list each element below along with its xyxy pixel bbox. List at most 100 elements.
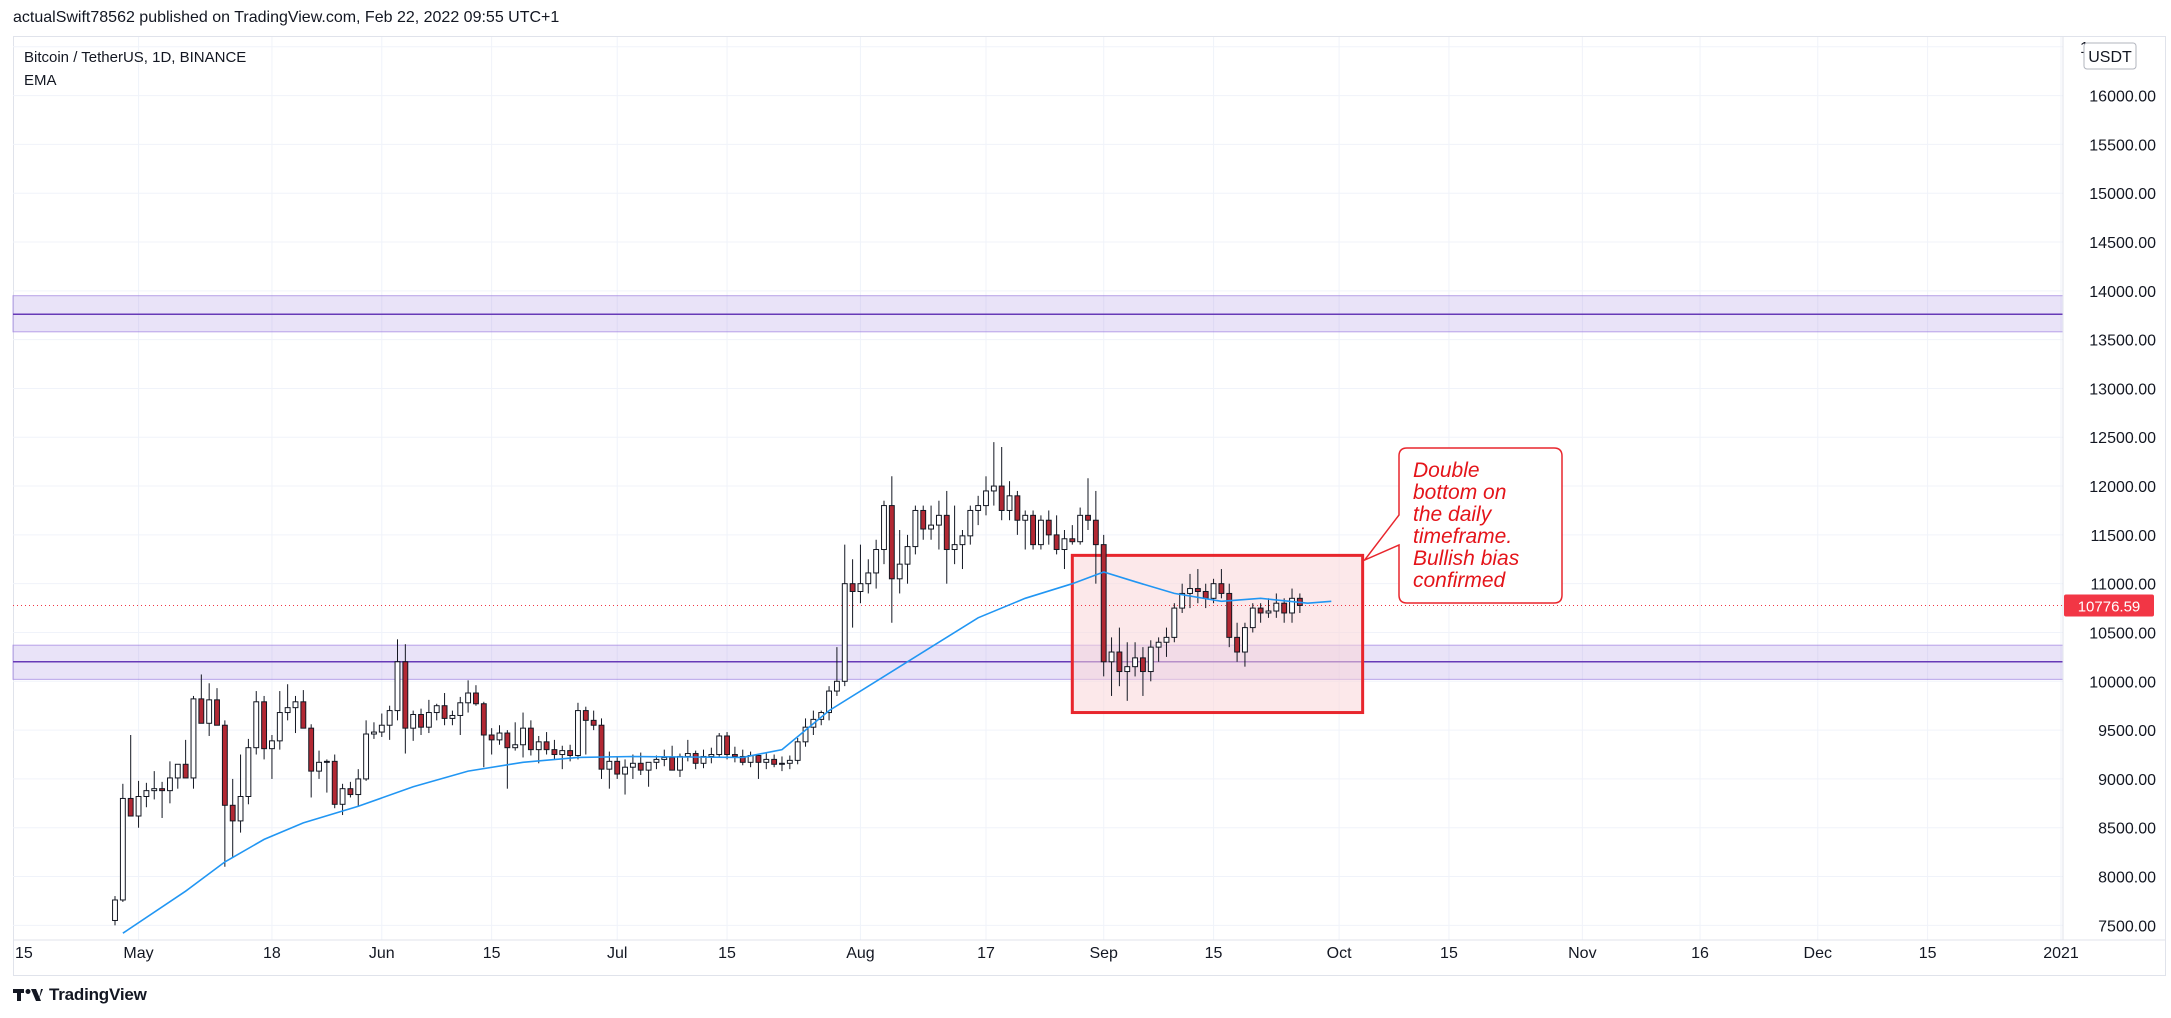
candle[interactable] [245, 747, 252, 797]
candle[interactable] [1124, 666, 1131, 673]
candle[interactable] [527, 727, 534, 751]
candle[interactable] [433, 705, 440, 714]
candle[interactable] [347, 788, 354, 796]
candle[interactable] [394, 661, 401, 712]
candle[interactable] [1053, 534, 1060, 551]
candle[interactable] [590, 719, 597, 726]
candle[interactable] [873, 549, 880, 574]
candle[interactable] [1037, 519, 1044, 546]
candle[interactable] [449, 714, 456, 719]
candle[interactable] [1045, 519, 1052, 536]
candle[interactable] [943, 514, 950, 551]
candle[interactable] [135, 795, 142, 817]
candle[interactable] [198, 698, 205, 724]
indicator-label[interactable]: EMA [24, 72, 57, 89]
candle[interactable] [677, 755, 683, 771]
current-price-tag[interactable] [2064, 594, 2154, 617]
candle[interactable] [1210, 583, 1217, 599]
candle[interactable] [143, 790, 150, 797]
candle[interactable] [410, 713, 417, 729]
symbol-title[interactable]: Bitcoin / TetherUS, 1D, BINANCE [24, 49, 247, 66]
candle[interactable] [575, 710, 581, 756]
candle[interactable] [1132, 657, 1139, 668]
candle[interactable] [920, 509, 927, 530]
candle[interactable] [653, 758, 660, 763]
candle[interactable] [496, 732, 503, 741]
candle[interactable] [1257, 607, 1264, 614]
candle[interactable] [1202, 590, 1209, 599]
candle[interactable] [371, 731, 377, 735]
candle[interactable] [237, 795, 244, 822]
candle[interactable] [159, 788, 166, 792]
candle[interactable] [1218, 583, 1225, 594]
candle[interactable] [292, 701, 299, 709]
candle[interactable] [1249, 607, 1256, 629]
candle[interactable] [1147, 646, 1154, 673]
candle[interactable] [284, 707, 291, 714]
candle[interactable] [983, 490, 989, 507]
candle[interactable] [386, 710, 393, 726]
candle[interactable] [739, 755, 746, 763]
candle[interactable] [323, 760, 330, 763]
candle[interactable] [261, 701, 268, 750]
candle[interactable] [1014, 495, 1021, 521]
candle[interactable] [826, 690, 832, 714]
candle[interactable] [174, 763, 181, 779]
candle[interactable] [888, 505, 895, 580]
candle[interactable] [598, 724, 605, 770]
candle[interactable] [692, 753, 699, 764]
candle[interactable] [1069, 538, 1076, 543]
candle[interactable] [865, 572, 872, 585]
candle[interactable] [1030, 514, 1037, 546]
candle[interactable] [535, 741, 542, 751]
candle[interactable] [841, 583, 848, 682]
candle[interactable] [276, 712, 283, 742]
candle[interactable] [543, 741, 550, 751]
candle[interactable] [441, 705, 448, 719]
candle[interactable] [1289, 597, 1295, 614]
candle[interactable] [684, 753, 691, 757]
candle[interactable] [504, 732, 511, 749]
candle[interactable] [763, 758, 770, 763]
candle[interactable] [896, 563, 903, 580]
candle[interactable] [724, 735, 730, 756]
candle[interactable] [206, 699, 213, 724]
candle[interactable] [1281, 602, 1288, 614]
candle[interactable] [253, 701, 260, 749]
candle[interactable] [645, 761, 652, 771]
candle[interactable] [567, 750, 574, 756]
candle[interactable] [151, 788, 158, 792]
candle[interactable] [755, 754, 762, 763]
candle[interactable] [794, 741, 801, 761]
candle[interactable] [786, 759, 793, 764]
candle[interactable] [669, 756, 676, 771]
candle[interactable] [912, 509, 919, 548]
candle[interactable] [1022, 514, 1029, 521]
candle[interactable] [127, 797, 134, 817]
candle[interactable] [1242, 627, 1248, 653]
candle[interactable] [661, 756, 668, 760]
candle[interactable] [1092, 519, 1099, 546]
candle[interactable] [1171, 607, 1178, 638]
candle[interactable] [1273, 602, 1280, 612]
chart-frame[interactable] [13, 36, 2166, 976]
candle[interactable] [928, 524, 935, 530]
candle[interactable] [629, 762, 636, 768]
candle[interactable] [308, 727, 315, 772]
candle[interactable] [779, 762, 785, 765]
candle[interactable] [316, 761, 322, 772]
candle[interactable] [1265, 610, 1272, 614]
candle[interactable] [1139, 657, 1146, 673]
candle[interactable] [1155, 641, 1162, 648]
candle[interactable] [1194, 588, 1201, 592]
candle[interactable] [300, 701, 307, 729]
annotation-callout[interactable] [1362, 447, 1563, 604]
candle[interactable] [731, 754, 738, 757]
candle[interactable] [716, 735, 723, 756]
candle[interactable] [771, 758, 778, 765]
candle[interactable] [857, 583, 864, 592]
ema-line[interactable] [122, 571, 1332, 934]
candle[interactable] [119, 797, 126, 901]
candle[interactable] [622, 766, 628, 775]
candle[interactable] [1108, 651, 1115, 663]
